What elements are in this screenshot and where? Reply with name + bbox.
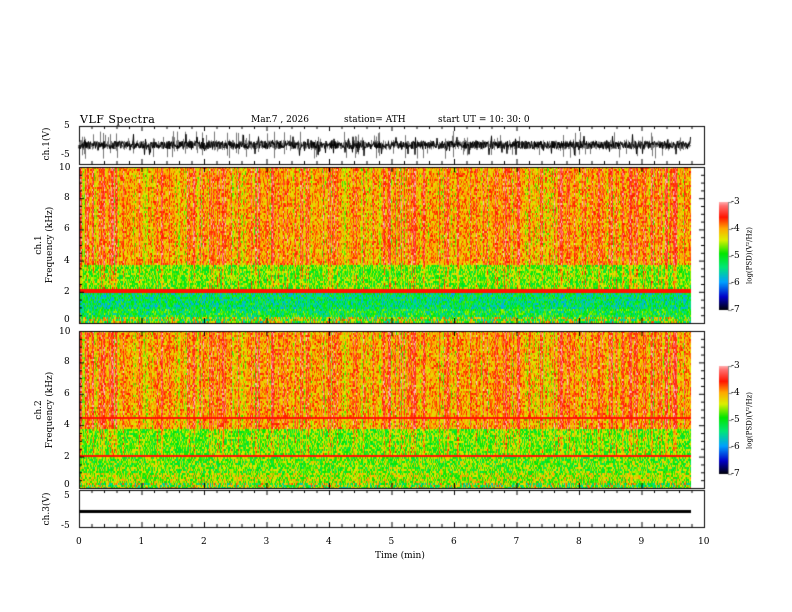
freq-tick-label: 10 (59, 327, 71, 337)
freq-tick-label: 2 (64, 286, 70, 297)
x-tick-label: 5 (388, 537, 395, 547)
ch3-ylabel: ch.3(V) (42, 492, 52, 526)
freq-tick-label: 0 (64, 315, 70, 325)
x-tick-label: 1 (138, 537, 145, 547)
freq-tick-label: 4 (64, 255, 70, 266)
freq-tick-label: 8 (64, 357, 70, 368)
ch1-ylabel: ch.1(V) (42, 127, 52, 161)
colorbar-tick-label: -7 (731, 469, 740, 479)
date-label: Mar.7 , 2026 (251, 115, 309, 125)
ch3-ytick: 5 (64, 491, 70, 501)
colorbar-tick-label: -4 (731, 388, 740, 398)
colorbar-label: log(PSD)(V²/Hz) (745, 227, 754, 284)
freq-tick-label: 8 (64, 193, 70, 204)
ylabel-line: ch.2 (34, 400, 44, 420)
colorbar-tick-label: -6 (731, 278, 740, 288)
colorbar-tick-label: -3 (731, 197, 740, 207)
x-tick-label: 9 (638, 537, 645, 547)
freq-tick-label: 6 (64, 224, 70, 235)
x-tick-label: 8 (576, 537, 582, 547)
x-tick-label: 2 (201, 537, 207, 547)
ylabel-line: ch.1 (34, 235, 44, 255)
ch1-ytick: -5 (61, 150, 70, 160)
ch1-spec-ylabel: ch.1 Frequency (kHz) (34, 200, 56, 290)
colorbar-tick-label: -6 (731, 442, 740, 452)
x-tick-label: 4 (326, 537, 332, 547)
chart-title: VLF Spectra (80, 113, 156, 126)
colorbar-tick-label: -3 (731, 361, 740, 371)
ylabel-line: Frequency (kHz) (45, 371, 55, 449)
colorbar-tick-label: -7 (731, 305, 740, 315)
start-time-label: start UT = 10: 30: 0 (438, 115, 530, 125)
ylabel-line: Frequency (kHz) (45, 206, 55, 284)
freq-tick-label: 4 (64, 420, 70, 431)
x-tick-label: 3 (263, 537, 270, 547)
colorbar-tick-label: -5 (731, 415, 740, 425)
ch2-spec-ylabel: ch.2 Frequency (kHz) (34, 365, 56, 455)
x-axis-label: Time (min) (375, 551, 425, 561)
freq-tick-label: 6 (64, 388, 70, 399)
x-tick-label: 0 (76, 537, 82, 547)
freq-tick-label: 2 (64, 451, 70, 462)
colorbar-tick-label: -5 (731, 251, 740, 261)
ch3-ytick: -5 (61, 521, 70, 531)
x-tick-label: 7 (513, 537, 520, 547)
x-tick-label: 10 (698, 537, 710, 547)
station-label: station= ATH (344, 115, 406, 125)
x-tick-label: 6 (451, 537, 457, 547)
colorbar-tick-label: -4 (731, 224, 740, 234)
freq-tick-label: 10 (59, 163, 71, 173)
colorbar-label: log(PSD)(V²/Hz) (745, 392, 754, 449)
ch1-ytick: 5 (64, 121, 70, 131)
freq-tick-label: 0 (64, 480, 70, 490)
